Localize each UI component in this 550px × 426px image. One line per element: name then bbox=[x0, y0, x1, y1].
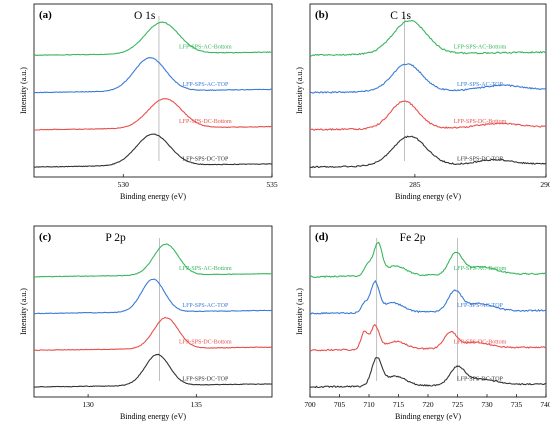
plot-frame bbox=[33, 225, 273, 398]
x-tick-label: 530 bbox=[118, 180, 130, 189]
series-line-lfp-sps-dc-bottom bbox=[309, 100, 547, 131]
series-line-lfp-sps-dc-bottom bbox=[309, 324, 547, 352]
series-label: LFP-SPS-DC-Bottom bbox=[454, 340, 507, 346]
x-tick-label: 740 bbox=[540, 400, 550, 409]
x-tick-label: 705 bbox=[334, 400, 346, 409]
series-label: LFP-SPS-DC-TOP bbox=[457, 376, 504, 382]
x-tick-label: 710 bbox=[363, 400, 375, 409]
y-axis-label: Intensity (a.u.) bbox=[19, 67, 28, 114]
panel-label: (b) bbox=[315, 9, 329, 21]
panel-b: LFP-SPS-AC-Bottom LFP-SPS-AC-TOP LFP-SPS-D… bbox=[295, 3, 550, 201]
x-axis-label: Binding energy (eV) bbox=[395, 192, 461, 201]
plot-frame bbox=[309, 3, 547, 178]
y-axis-label: Intensity (a.u.) bbox=[295, 288, 304, 335]
series-label: LFP-SPS-DC-Bottom bbox=[454, 119, 507, 125]
x-tick-label: 735 bbox=[511, 400, 523, 409]
series-label: LFP-SPS-AC-Bottom bbox=[179, 266, 232, 272]
series-line-lfp-sps-ac-top bbox=[33, 278, 273, 315]
x-tick-label: 730 bbox=[481, 400, 493, 409]
series-label: LFP-SPS-DC-Bottom bbox=[179, 119, 232, 125]
x-axis-label: Binding energy (eV) bbox=[120, 192, 186, 201]
x-tick-label: 285 bbox=[409, 180, 421, 189]
series-line-lfp-sps-dc-top bbox=[309, 357, 547, 389]
x-tick-label: 135 bbox=[191, 400, 203, 409]
panel-a: LFP-SPS-AC-Bottom LFP-SPS-AC-TOP LFP-SPS-D… bbox=[19, 3, 278, 201]
panel-title: O 1s bbox=[134, 10, 156, 22]
series-label: LFP-SPS-AC-Bottom bbox=[454, 45, 507, 51]
plot-frame bbox=[33, 3, 273, 178]
series-line-lfp-sps-ac-top bbox=[309, 279, 547, 315]
panel-title: P 2p bbox=[105, 232, 126, 244]
series-label: LFP-SPS-DC-TOP bbox=[182, 376, 229, 382]
series-line-lfp-sps-ac-bottom bbox=[33, 243, 273, 278]
x-axis-label: Binding energy (eV) bbox=[395, 412, 461, 421]
x-tick-label: 290 bbox=[540, 180, 550, 189]
x-axis-label: Binding energy (eV) bbox=[120, 412, 186, 421]
panel-c: LFP-SPS-AC-Bottom LFP-SPS-AC-TOP LFP-SPS-D… bbox=[19, 225, 273, 421]
series-label: LFP-SPS-DC-Bottom bbox=[179, 340, 232, 346]
x-tick-label: 725 bbox=[452, 400, 464, 409]
series-line-lfp-sps-dc-bottom bbox=[33, 98, 272, 131]
x-tick-label: 720 bbox=[422, 400, 434, 409]
panel-label: (c) bbox=[39, 231, 52, 243]
y-axis-label: Intensity (a.u.) bbox=[19, 288, 28, 335]
series-label: LFP-SPS-DC-TOP bbox=[457, 156, 504, 162]
x-tick-label: 700 bbox=[304, 400, 316, 409]
series-line-lfp-sps-ac-bottom bbox=[33, 21, 273, 57]
panel-label: (a) bbox=[39, 9, 52, 21]
series-line-lfp-sps-dc-bottom bbox=[33, 316, 273, 352]
x-tick-label: 535 bbox=[266, 180, 278, 189]
x-tick-label: 715 bbox=[393, 400, 405, 409]
series-line-lfp-sps-dc-top bbox=[33, 133, 273, 168]
panel-d: LFP-SPS-AC-Bottom LFP-SPS-AC-TOP LFP-SPS-D… bbox=[295, 225, 550, 421]
series-label: LFP-SPS-AC-TOP bbox=[182, 82, 229, 88]
series-label: LFP-SPS-AC-TOP bbox=[457, 82, 504, 88]
y-axis-label: Intensity (a.u.) bbox=[295, 67, 304, 114]
series-label: LFP-SPS-AC-Bottom bbox=[179, 45, 232, 51]
panel-title: C 1s bbox=[390, 10, 411, 22]
series-label: LFP-SPS-DC-TOP bbox=[182, 156, 229, 162]
series-label: LFP-SPS-AC-TOP bbox=[182, 303, 229, 309]
series-line-lfp-sps-ac-top bbox=[33, 57, 273, 94]
panel-label: (d) bbox=[315, 231, 329, 243]
x-tick-label: 130 bbox=[82, 400, 94, 409]
series-line-lfp-sps-ac-top bbox=[309, 63, 547, 94]
series-line-lfp-sps-dc-top bbox=[33, 353, 273, 388]
panel-title: Fe 2p bbox=[400, 232, 426, 244]
series-line-lfp-sps-ac-bottom bbox=[309, 19, 547, 57]
series-label: LFP-SPS-AC-TOP bbox=[457, 303, 504, 309]
series-line-lfp-sps-dc-top bbox=[309, 135, 547, 169]
series-line-lfp-sps-ac-bottom bbox=[310, 241, 547, 278]
series-label: LFP-SPS-AC-Bottom bbox=[454, 266, 507, 272]
